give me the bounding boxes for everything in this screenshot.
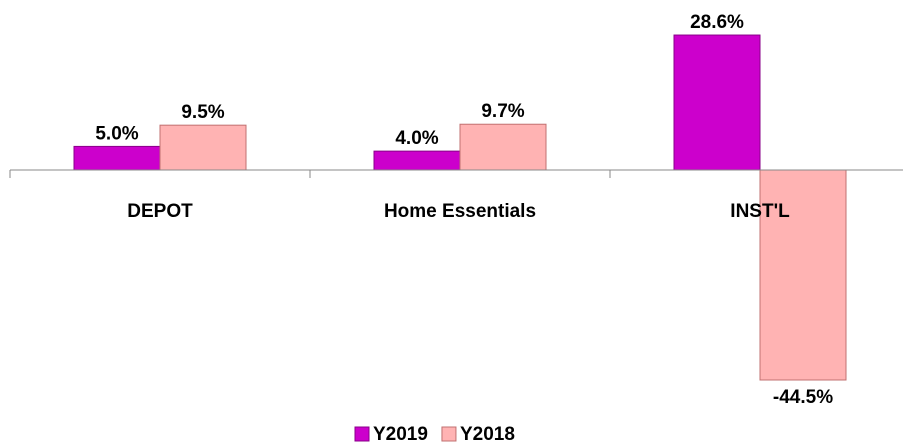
legend-label: Y2019 [373, 424, 428, 445]
legend-swatch [441, 426, 457, 442]
bar [73, 145, 161, 171]
x-tick-label: Home Essentials [384, 201, 536, 222]
bar [759, 169, 847, 381]
x-tick-label: INST'L [730, 201, 790, 222]
data-label: 28.6% [690, 12, 744, 33]
bar [159, 124, 247, 171]
x-tick-label: DEPOT [127, 201, 193, 222]
bar [373, 150, 461, 171]
legend-label: Y2018 [460, 424, 515, 445]
data-label: 4.0% [395, 128, 438, 149]
data-label: 9.7% [481, 101, 524, 122]
data-label: 5.0% [95, 123, 138, 144]
bar [673, 34, 761, 171]
bar [459, 123, 547, 171]
data-label: 9.5% [181, 102, 224, 123]
data-label: -44.5% [773, 387, 833, 408]
legend-swatch [354, 426, 370, 442]
